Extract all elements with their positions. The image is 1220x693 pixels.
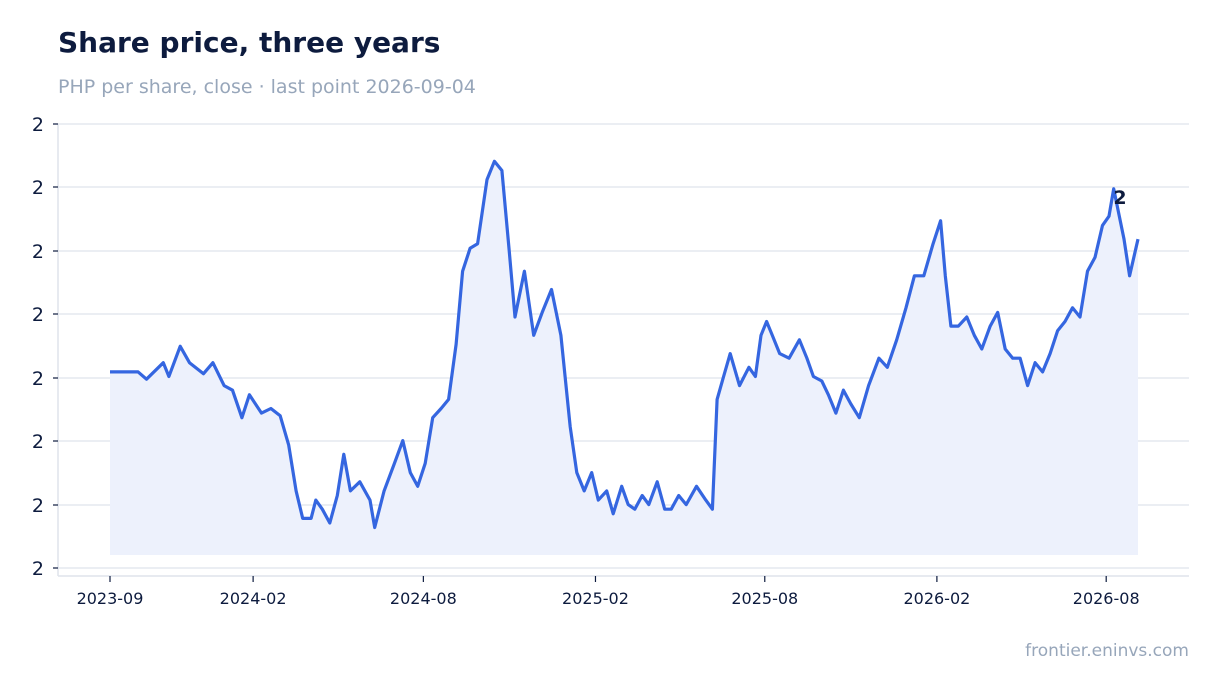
chart-subtitle: PHP per share, close · last point 2026-0… [58,76,476,98]
x-tick-label: 2026-02 [903,589,970,608]
price-area-fill [110,161,1138,556]
x-tick-label: 2023-09 [77,589,144,608]
source-note: frontier.eninvs.com [1025,641,1189,661]
y-tick-label: 2 [32,177,44,199]
y-tick-label: 2 [32,368,44,390]
y-tick-label: 2 [32,495,44,517]
x-tick-label: 2024-02 [220,589,287,608]
x-tick-label: 2024-08 [390,589,457,608]
y-tick-label: 2 [32,558,44,580]
y-tick-label: 2 [32,241,44,263]
y-axis-ticks: 2 2 2 2 2 2 2 2 [32,114,58,580]
price-line [110,159,1140,530]
x-axis-ticks: 2023-09 2024-02 2024-08 2025-02 2025-08 2026-… [77,576,1140,608]
x-tick-label: 2025-02 [562,589,629,608]
end-value-label: 2 [1113,187,1126,209]
chart-title: Share price, three years [58,26,441,59]
y-tick-label: 2 [32,431,44,453]
x-tick-label: 2025-08 [731,589,798,608]
x-tick-label: 2026-08 [1073,589,1140,608]
y-tick-label: 2 [32,304,44,326]
y-tick-label: 2 [32,114,44,136]
